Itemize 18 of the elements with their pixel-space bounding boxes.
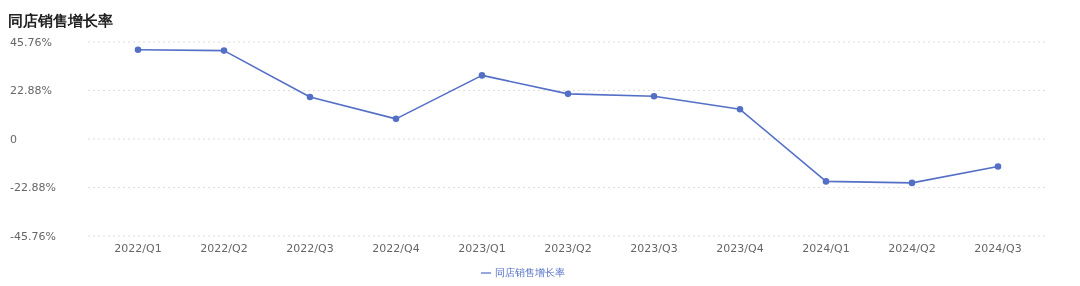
y-tick-label: -22.88% — [10, 181, 56, 195]
legend-label: 同店销售增长率 — [495, 267, 565, 278]
x-tick-label: 2023/Q2 — [544, 241, 592, 255]
x-tick-label: 2022/Q4 — [372, 241, 420, 255]
x-tick-label: 2022/Q3 — [286, 241, 334, 255]
x-tick-label: 2023/Q4 — [716, 241, 764, 255]
x-tick-label: 2024/Q3 — [974, 241, 1022, 255]
y-tick-label: 0 — [10, 132, 17, 146]
x-tick-label: 2022/Q2 — [200, 241, 248, 255]
y-tick-label: 22.88% — [10, 84, 52, 98]
x-tick-label: 2022/Q1 — [114, 241, 162, 255]
x-tick-label: 2024/Q1 — [802, 241, 850, 255]
y-tick-label: 45.76% — [10, 35, 52, 49]
chart-title: 同店销售增长率 — [8, 11, 114, 32]
x-tick-label: 2023/Q1 — [458, 241, 506, 255]
y-tick-label: -45.76% — [10, 229, 56, 243]
x-tick-label: 2023/Q3 — [630, 241, 678, 255]
x-tick-label: 2024/Q2 — [888, 241, 936, 255]
